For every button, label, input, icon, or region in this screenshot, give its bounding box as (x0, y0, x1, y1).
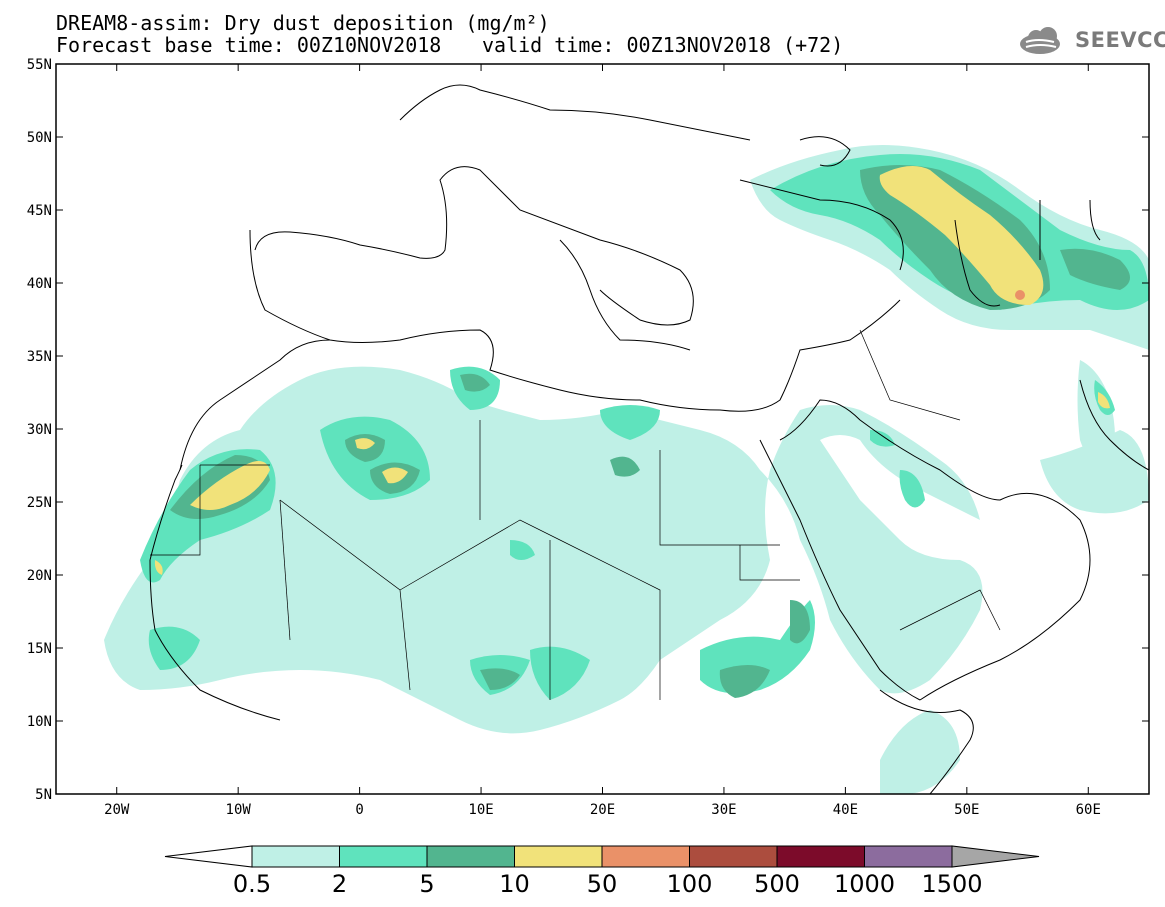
lon-tick-label: 20W (104, 802, 130, 818)
lat-tick-label: 25N (27, 495, 52, 511)
valid-time: valid time: 00Z13NOV2018 (+72) (482, 33, 844, 57)
colorbar-label: 1500 (921, 870, 983, 898)
colorbar-label: 100 (666, 870, 713, 898)
lon-tick-label: 10E (468, 802, 493, 818)
colorbar-swatch (339, 845, 428, 868)
lat-tick-label: 5N (35, 787, 52, 803)
forecast-base-time: Forecast base time: 00Z10NOV2018 (56, 33, 442, 57)
lat-tick-label: 20N (27, 568, 52, 584)
logo-text: SEEVCCC (1075, 28, 1165, 52)
colorbar-label: 1000 (833, 870, 896, 898)
lat-tick-label: 10N (27, 714, 52, 730)
colorbar-label: 500 (754, 870, 800, 898)
lon-tick-label: 60E (1076, 802, 1101, 818)
country-borders (150, 329, 1001, 700)
lat-tick-label: 35N (27, 349, 52, 365)
lon-tick-label: 10W (226, 802, 252, 818)
lon-tick-label: 0 (355, 802, 363, 818)
map-title: DREAM8-assim: Dry dust deposition (mg/m²… (56, 11, 550, 35)
deposition-level-50 (1015, 290, 1025, 300)
colorbar-swatch (689, 845, 778, 868)
colorbar-label: 5 (419, 870, 435, 898)
colorbar-label: 0.5 (232, 870, 272, 898)
latitude-axis: 5N 10N 15N 20N 25N 30N 35N 40N 45N 50N 55N (27, 57, 1149, 803)
colorbar-swatch (514, 845, 603, 868)
colorbar-swatch (251, 845, 340, 868)
cloud-icon (1020, 27, 1060, 54)
colorbar-swatch (864, 845, 953, 868)
lat-tick-label: 55N (27, 57, 52, 73)
lon-tick-label: 30E (711, 802, 736, 818)
lat-tick-label: 45N (27, 203, 52, 219)
lat-tick-label: 50N (27, 130, 52, 146)
colorbar-under-arrow (164, 845, 253, 868)
colorbar-swatch (601, 845, 690, 868)
colorbar-swatch (776, 845, 865, 868)
colorbar-label: 50 (586, 870, 618, 898)
lat-tick-label: 40N (27, 276, 52, 292)
coastlines (149, 84, 1149, 794)
colorbar-label: 10 (499, 870, 530, 898)
deposition-level-10 (154, 166, 1110, 575)
colorbar-label: 2 (331, 870, 348, 898)
lon-tick-label: 40E (833, 802, 858, 818)
longitude-axis: 20W 10W 0 10E 20E 30E 40E 50E 60E (104, 64, 1101, 818)
colorbar-swatch (426, 845, 515, 868)
lon-tick-label: 50E (954, 802, 979, 818)
colorbar-over-arrow (951, 845, 1040, 868)
lat-tick-label: 15N (27, 641, 52, 657)
lat-tick-label: 30N (27, 422, 52, 438)
colorbar (164, 845, 1040, 868)
dust-field (104, 145, 1149, 794)
lon-tick-label: 20E (590, 802, 615, 818)
